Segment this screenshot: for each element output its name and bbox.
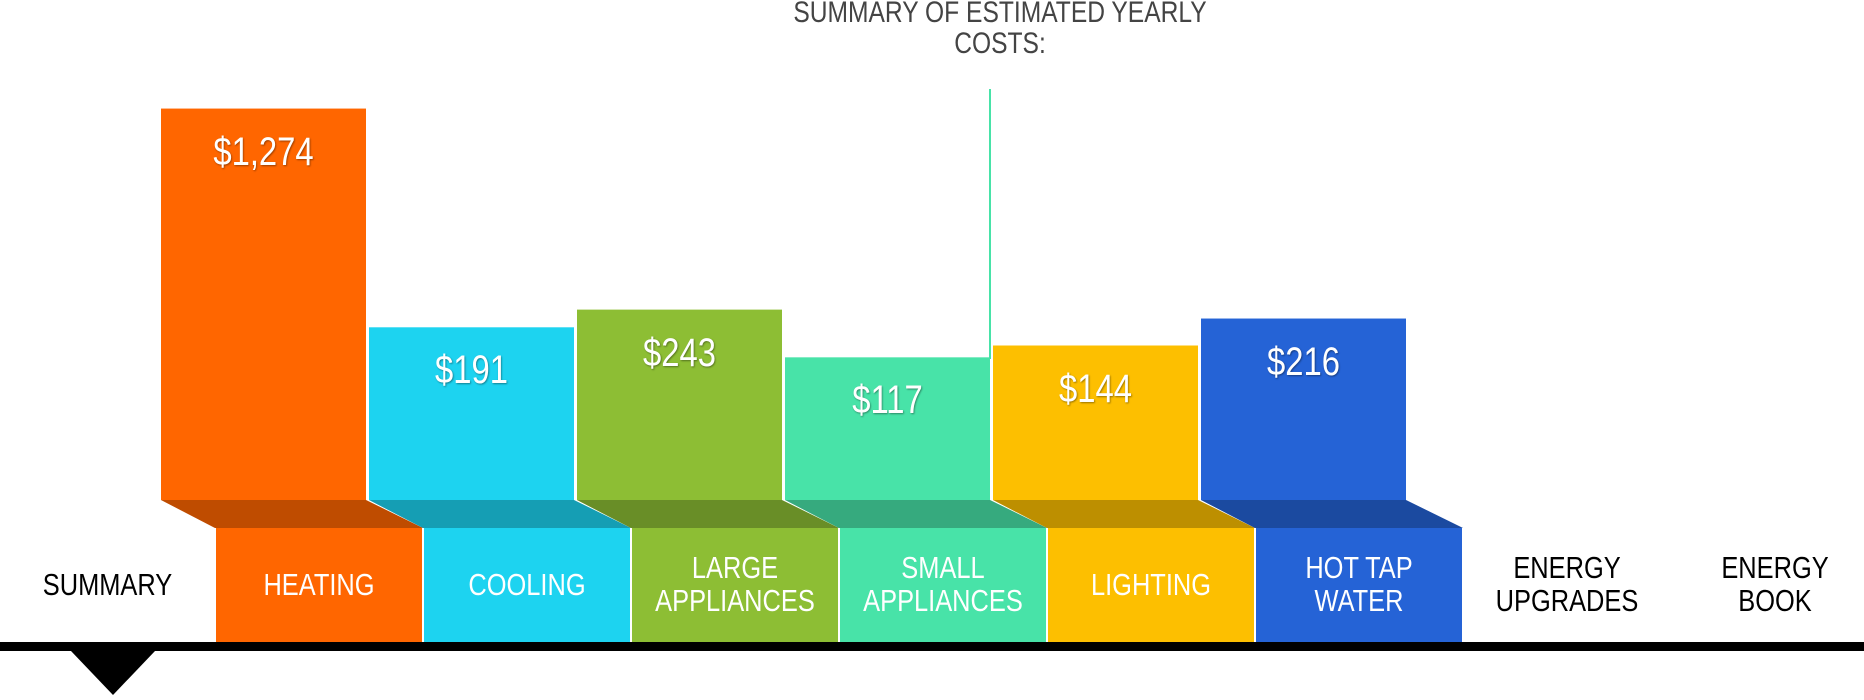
tab[interactable]: HEATING	[263, 566, 375, 602]
tab[interactable]: ENERGY BOOK	[1721, 550, 1829, 618]
value-label: $216	[1267, 339, 1340, 384]
bar	[785, 357, 990, 500]
value-label: $117	[852, 378, 923, 423]
bar-depth-shade	[369, 500, 631, 528]
tab[interactable]: SUMMARY	[42, 566, 173, 602]
bar	[369, 327, 574, 500]
bar	[993, 345, 1198, 500]
value-label: $144	[1059, 366, 1132, 411]
value-label-box: $191	[369, 345, 574, 395]
bar-depth	[161, 500, 423, 528]
tab[interactable]: ENERGY UPGRADES	[1495, 550, 1639, 618]
tab-box[interactable]: HOT TAP WATER	[1256, 528, 1462, 642]
tab-box[interactable]: LIGHTING	[1048, 528, 1254, 642]
bar	[577, 309, 782, 500]
bar-depth	[993, 500, 1255, 528]
bar-depth-shade	[1201, 500, 1463, 528]
value-label-box: $243	[577, 328, 782, 378]
value-label-box: $144	[993, 364, 1198, 414]
bar-depth	[1201, 500, 1463, 528]
bar-depth-shade	[785, 500, 1047, 528]
bar-depth	[785, 500, 1047, 528]
value-label: $191	[435, 348, 508, 393]
tab[interactable]: LARGE APPLIANCES	[655, 550, 815, 618]
tab-box[interactable]: LARGE APPLIANCES	[632, 528, 838, 642]
tab-box[interactable]: ENERGY BOOK	[1671, 528, 1864, 642]
divider-line	[989, 89, 991, 359]
value-label: $1,274	[213, 129, 314, 174]
tab[interactable]: COOLING	[468, 566, 586, 602]
bar	[161, 108, 366, 500]
tab-box[interactable]: HEATING	[216, 528, 422, 642]
bar-depth-shade	[993, 500, 1255, 528]
bar-depth	[369, 500, 631, 528]
tab[interactable]: HOT TAP WATER	[1305, 550, 1413, 618]
tab-box[interactable]: ENERGY UPGRADES	[1463, 528, 1671, 642]
title: SUMMARY OF ESTIMATED YEARLY COSTS:	[793, 0, 1207, 60]
bar-depth-shade	[577, 500, 839, 528]
title-box: SUMMARY OF ESTIMATED YEARLY COSTS:	[700, 0, 1300, 59]
tab[interactable]: LIGHTING	[1090, 566, 1212, 602]
bar	[1201, 318, 1406, 500]
value-label-box: $117	[785, 375, 990, 425]
tab-box[interactable]: SUMMARY	[0, 528, 215, 642]
bar-depth	[577, 500, 839, 528]
tab[interactable]: SMALL APPLIANCES	[863, 550, 1023, 618]
value-label-box: $216	[1201, 337, 1406, 387]
nav-underline	[0, 642, 1864, 651]
value-label: $243	[643, 330, 716, 375]
tab-box[interactable]: SMALL APPLIANCES	[840, 528, 1046, 642]
value-label-box: $1,274	[161, 127, 366, 177]
bar-depth-shade	[161, 500, 423, 528]
tab-box[interactable]: COOLING	[424, 528, 630, 642]
active-tab-pointer	[71, 651, 155, 695]
